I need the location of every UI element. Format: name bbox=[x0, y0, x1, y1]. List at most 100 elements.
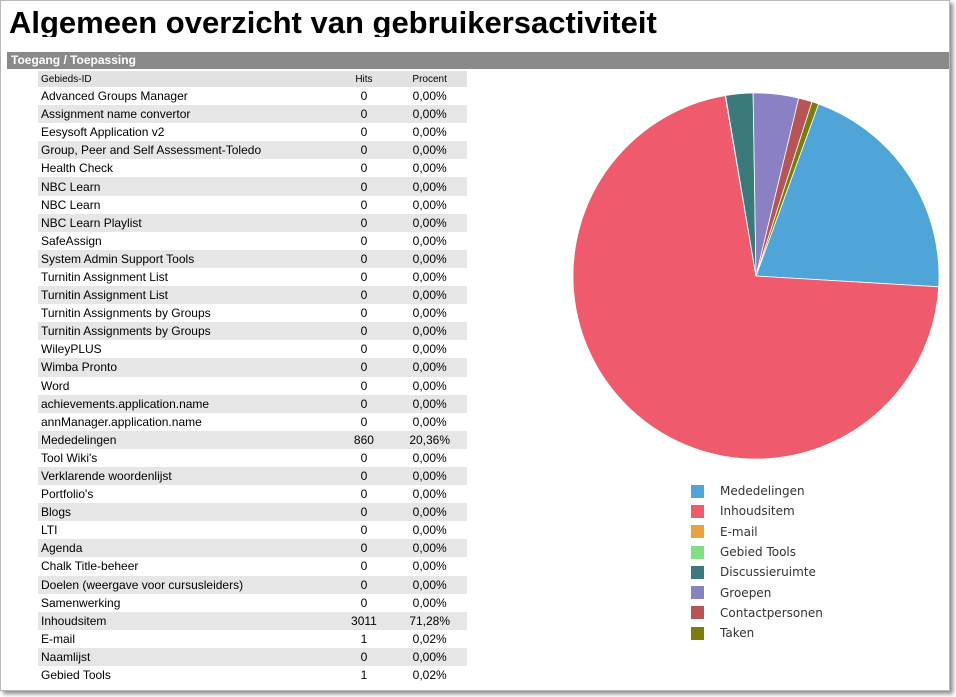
row-area-name: Advanced Groups Manager bbox=[38, 87, 336, 106]
legend-item: Inhoudsitem bbox=[691, 501, 823, 521]
legend-item: Taken bbox=[691, 623, 823, 643]
legend-label: Discussieruimte bbox=[720, 565, 816, 580]
row-percent: 0,02% bbox=[392, 629, 467, 648]
table-row: Turnitin Assignments by Groups 0 0,00% bbox=[38, 304, 467, 323]
row-hits: 0 bbox=[335, 466, 393, 486]
row-hits: 1 bbox=[335, 666, 393, 685]
row-area-name: Gebied Tools bbox=[38, 666, 336, 685]
row-hits: 0 bbox=[335, 593, 393, 612]
table-body: Advanced Groups Manager 0 0,00% Assignment … bbox=[38, 87, 467, 685]
legend-swatch bbox=[691, 504, 704, 518]
row-hits: 0 bbox=[335, 213, 393, 232]
row-percent: 0,00% bbox=[392, 539, 467, 558]
row-percent: 0,00% bbox=[392, 340, 467, 359]
row-percent: 0,00% bbox=[392, 466, 467, 486]
legend-swatch bbox=[691, 586, 704, 600]
row-area-name: NBC Learn bbox=[38, 195, 336, 214]
row-hits: 3011 bbox=[335, 611, 393, 630]
row-hits: 0 bbox=[335, 231, 393, 250]
usage-table: Gebieds-ID Hits Procent Advanced Groups … bbox=[38, 71, 467, 685]
row-hits: 0 bbox=[335, 267, 393, 287]
page-title: Algemeen overzicht van gebruikersactivit… bbox=[9, 5, 657, 37]
row-percent: 0,00% bbox=[392, 358, 467, 377]
row-percent: 0,00% bbox=[392, 141, 467, 160]
row-percent: 0,00% bbox=[392, 177, 467, 196]
row-hits: 0 bbox=[335, 249, 393, 268]
table-row: Blogs 0 0,00% bbox=[38, 503, 467, 522]
table-row: LTI 0 0,00% bbox=[38, 521, 467, 540]
row-area-name: System Admin Support Tools bbox=[38, 249, 336, 268]
legend-item: Discussieruimte bbox=[691, 562, 823, 582]
pie-slice-taken bbox=[755, 101, 820, 277]
table-row: Gebied Tools 1 0,02% bbox=[38, 666, 467, 685]
table-row: Advanced Groups Manager 0 0,00% bbox=[38, 87, 467, 106]
row-area-name: Turnitin Assignments by Groups bbox=[38, 322, 336, 341]
row-hits: 0 bbox=[335, 159, 393, 178]
table-row: NBC Learn 0 0,00% bbox=[38, 195, 467, 214]
row-hits: 1 bbox=[335, 629, 393, 648]
column-header-hits: Hits bbox=[335, 71, 393, 87]
legend-swatch bbox=[691, 545, 704, 559]
row-hits: 0 bbox=[335, 448, 393, 467]
row-area-name: Turnitin Assignment List bbox=[38, 286, 336, 305]
row-percent: 0,00% bbox=[392, 267, 467, 287]
table-row: E-mail 1 0,02% bbox=[38, 629, 467, 648]
legend-swatch bbox=[691, 484, 704, 498]
table-row: Chalk Title-beheer 0 0,00% bbox=[38, 557, 467, 576]
row-area-name: Eesysoft Application v2 bbox=[38, 123, 336, 142]
row-hits: 0 bbox=[335, 123, 393, 142]
row-percent: 0,00% bbox=[392, 87, 467, 106]
row-percent: 0,00% bbox=[392, 304, 467, 323]
legend-item: Mededelingen bbox=[691, 481, 823, 501]
legend-label: Gebied Tools bbox=[720, 545, 797, 560]
table-row: Turnitin Assignment List 0 0,00% bbox=[38, 267, 467, 287]
usage-pie-chart bbox=[572, 92, 940, 460]
row-area-name: Doelen (weergave voor cursusleiders) bbox=[38, 575, 336, 594]
table-row: System Admin Support Tools 0 0,00% bbox=[38, 249, 467, 268]
table-row: Mededelingen 860 20,36% bbox=[38, 430, 467, 449]
legend-swatch bbox=[691, 626, 704, 640]
row-hits: 0 bbox=[335, 376, 393, 395]
row-hits: 0 bbox=[335, 485, 393, 504]
row-area-name: Agenda bbox=[38, 539, 336, 558]
row-area-name: Turnitin Assignments by Groups bbox=[38, 304, 336, 323]
pie-slice-mededelingen bbox=[755, 103, 940, 288]
row-hits: 0 bbox=[335, 358, 393, 377]
legend-label: Groepen bbox=[720, 585, 772, 600]
row-percent: 0,00% bbox=[392, 521, 467, 540]
row-area-name: Naamlijst bbox=[38, 647, 336, 666]
row-area-name: Portfolio's bbox=[38, 485, 336, 504]
legend-swatch bbox=[691, 525, 704, 539]
table-row: Samenwerking 0 0,00% bbox=[38, 593, 467, 612]
row-hits: 0 bbox=[335, 575, 393, 594]
row-area-name: Blogs bbox=[38, 503, 336, 522]
table-row: Portfolio's 0 0,00% bbox=[38, 485, 467, 504]
column-header-area-id: Gebieds-ID bbox=[38, 71, 336, 87]
table-row: Verklarende woordenlijst 0 0,00% bbox=[38, 466, 467, 486]
table-row: Group, Peer and Self Assessment-Toledo 0 0… bbox=[38, 141, 467, 160]
row-percent: 0,00% bbox=[392, 503, 467, 522]
legend-item: Contactpersonen bbox=[691, 603, 823, 623]
legend-label: Contactpersonen bbox=[720, 605, 823, 620]
row-area-name: Verklarende woordenlijst bbox=[38, 466, 336, 486]
table-row: Tool Wiki's 0 0,00% bbox=[38, 448, 467, 467]
row-area-name: E-mail bbox=[38, 629, 336, 648]
row-percent: 0,00% bbox=[392, 195, 467, 214]
row-area-name: Mededelingen bbox=[38, 430, 336, 449]
table-row: Eesysoft Application v2 0 0,00% bbox=[38, 123, 467, 142]
row-area-name: SafeAssign bbox=[38, 231, 336, 250]
legend-label: Taken bbox=[720, 626, 755, 641]
table-row: achievements.application.name 0 0,00% bbox=[38, 394, 467, 413]
row-hits: 0 bbox=[335, 539, 393, 558]
row-hits: 0 bbox=[335, 177, 393, 196]
row-percent: 0,00% bbox=[392, 448, 467, 467]
row-area-name: Inhoudsitem bbox=[38, 611, 336, 630]
table-row: Wimba Pronto 0 0,00% bbox=[38, 358, 467, 377]
row-area-name: WileyPLUS bbox=[38, 340, 336, 359]
row-percent: 0,00% bbox=[392, 123, 467, 142]
row-percent: 0,00% bbox=[392, 322, 467, 341]
row-hits: 0 bbox=[335, 141, 393, 160]
table-row: Health Check 0 0,00% bbox=[38, 159, 467, 178]
row-area-name: Samenwerking bbox=[38, 593, 336, 612]
row-percent: 0,00% bbox=[392, 231, 467, 250]
